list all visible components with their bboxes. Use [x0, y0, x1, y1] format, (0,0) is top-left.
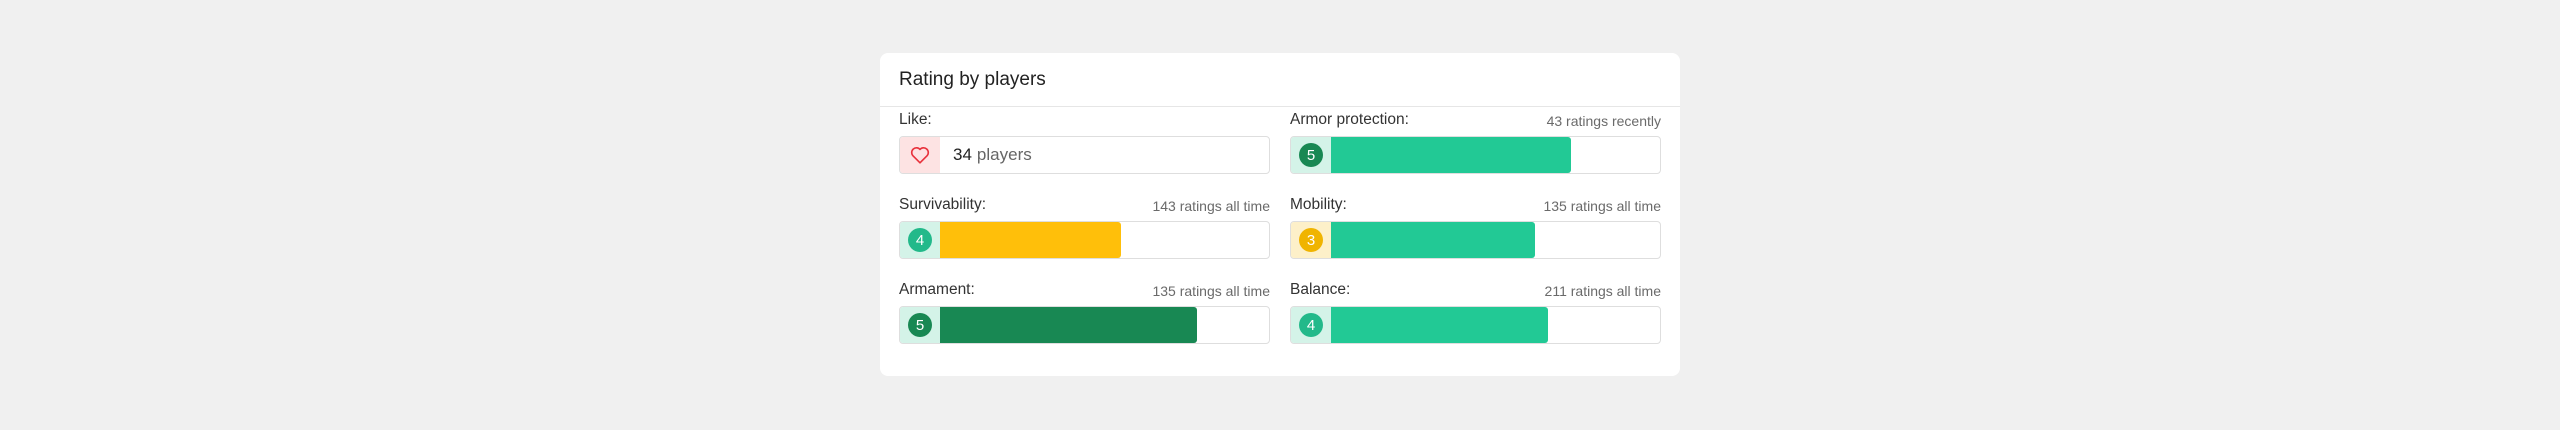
rating-armament-head: Armament: 135 ratings all time: [899, 277, 1270, 299]
score-badge: 4: [1299, 313, 1323, 337]
rating-count: 135 ratings all time: [1152, 283, 1270, 299]
rating-label: Armament:: [899, 281, 975, 298]
like-count: 34: [953, 145, 972, 164]
rating-bar[interactable]: 5: [1290, 136, 1661, 174]
rating-card: Rating by players Like: 34 players: [880, 53, 1680, 376]
rating-balance-head: Balance: 211 ratings all time: [1290, 277, 1661, 299]
rating-count: 135 ratings all time: [1543, 198, 1661, 214]
rating-fill: [940, 222, 1121, 258]
rating-bar[interactable]: 3: [1290, 221, 1661, 259]
like-cell: Like: 34 players: [899, 107, 1270, 174]
rating-label: Survivability:: [899, 196, 986, 213]
rating-armor: Armor protection: 43 ratings recently 5: [1290, 107, 1661, 174]
like-button[interactable]: 34 players: [899, 136, 1270, 174]
rating-fill: [1331, 222, 1535, 258]
rating-label: Balance:: [1290, 281, 1351, 298]
rating-count: 143 ratings all time: [1152, 198, 1270, 214]
like-label: Like:: [899, 111, 932, 128]
rating-bar[interactable]: 5: [899, 306, 1270, 344]
score-badge-area: 4: [900, 222, 940, 258]
card-title: Rating by players: [899, 68, 1046, 90]
rating-count: 43 ratings recently: [1546, 113, 1661, 129]
score-badge: 4: [908, 228, 932, 252]
rating-balance: Balance: 211 ratings all time 4: [1290, 277, 1661, 344]
rating-armament: Armament: 135 ratings all time 5: [899, 277, 1270, 344]
rating-label: Armor protection:: [1290, 111, 1409, 128]
card-header: Rating by players: [880, 53, 1680, 107]
rating-fill: [940, 307, 1197, 343]
score-badge: 5: [1299, 143, 1323, 167]
rating-count: 211 ratings all time: [1544, 283, 1661, 299]
rating-label: Mobility:: [1290, 196, 1347, 213]
rating-fill: [1331, 137, 1571, 173]
rating-fill: [1331, 307, 1548, 343]
score-badge-area: 5: [1291, 137, 1331, 173]
like-head: Like:: [899, 107, 1270, 129]
heart-icon: [900, 137, 940, 173]
score-badge: 3: [1299, 228, 1323, 252]
rating-survivability-head: Survivability: 143 ratings all time: [899, 192, 1270, 214]
score-badge-area: 5: [900, 307, 940, 343]
score-badge-area: 3: [1291, 222, 1331, 258]
rating-bar[interactable]: 4: [899, 221, 1270, 259]
rating-armor-head: Armor protection: 43 ratings recently: [1290, 107, 1661, 129]
rating-mobility: Mobility: 135 ratings all time 3: [1290, 192, 1661, 259]
score-badge: 5: [908, 313, 932, 337]
like-unit: players: [976, 145, 1032, 164]
score-badge-area: 4: [1291, 307, 1331, 343]
rating-survivability: Survivability: 143 ratings all time 4: [899, 192, 1270, 259]
rating-bar[interactable]: 4: [1290, 306, 1661, 344]
like-count-text: 34 players: [953, 137, 1032, 173]
rating-mobility-head: Mobility: 135 ratings all time: [1290, 192, 1661, 214]
